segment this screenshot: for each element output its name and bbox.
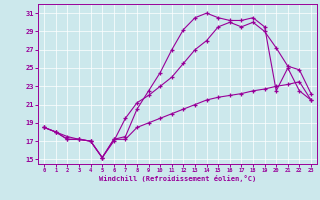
X-axis label: Windchill (Refroidissement éolien,°C): Windchill (Refroidissement éolien,°C): [99, 175, 256, 182]
